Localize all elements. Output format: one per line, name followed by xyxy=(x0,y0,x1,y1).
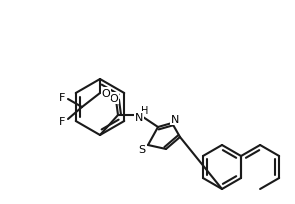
Text: O: O xyxy=(101,89,110,99)
Text: H: H xyxy=(141,105,149,115)
Text: N: N xyxy=(135,112,143,122)
Text: N: N xyxy=(171,114,179,124)
Text: O: O xyxy=(110,94,118,103)
Text: F: F xyxy=(59,93,65,102)
Text: S: S xyxy=(138,144,145,154)
Text: F: F xyxy=(59,116,65,126)
